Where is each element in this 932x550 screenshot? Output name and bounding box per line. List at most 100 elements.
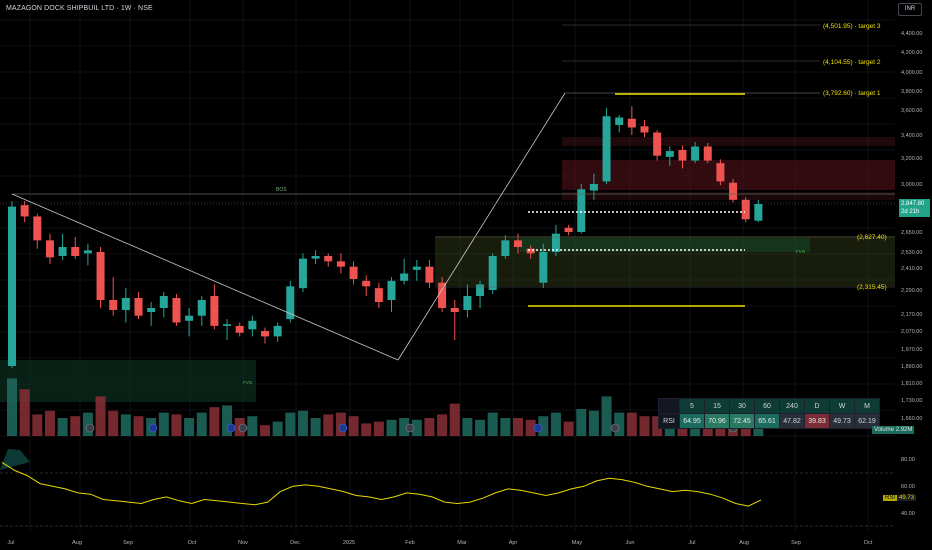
target1-label: (3,792.60) · target 1 bbox=[823, 90, 881, 97]
candle-body bbox=[665, 151, 674, 157]
volume-bar bbox=[753, 425, 764, 436]
candle-body bbox=[261, 331, 269, 337]
volume-bar bbox=[576, 409, 587, 436]
candle-body bbox=[121, 298, 130, 310]
volume-bar bbox=[184, 418, 195, 436]
volume-bar bbox=[272, 421, 283, 436]
volume-bar bbox=[399, 418, 410, 436]
time-tick: Jul bbox=[688, 540, 695, 546]
fvg-left-label: FVG bbox=[243, 380, 253, 385]
volume-bar bbox=[57, 418, 68, 436]
volume-bar bbox=[614, 412, 625, 436]
fvg-right-label: FVG bbox=[796, 249, 806, 254]
price-tick: 1,890.00 bbox=[901, 364, 922, 370]
candle-body bbox=[501, 240, 510, 256]
volume-bar bbox=[588, 410, 599, 436]
candle-body bbox=[463, 296, 472, 310]
tf-60: 60 bbox=[754, 398, 780, 414]
time-tick: Aug bbox=[739, 540, 749, 546]
time-tick: Sep bbox=[123, 540, 133, 546]
tf-240: 240 bbox=[779, 398, 805, 414]
candle-body bbox=[589, 184, 598, 191]
price-tick: 4,000.00 bbox=[901, 70, 922, 76]
time-tick: Feb bbox=[405, 540, 414, 546]
volume-bar bbox=[108, 410, 119, 436]
level-lower-label: (2,315.45) bbox=[857, 284, 887, 291]
rsi-tick: 40.00 bbox=[901, 511, 915, 517]
price-tick: 4,400.00 bbox=[901, 31, 922, 37]
candle-body bbox=[273, 325, 282, 337]
rsi-d: 39.83 bbox=[804, 413, 830, 429]
candle-body bbox=[223, 324, 232, 326]
volume-bar bbox=[411, 419, 422, 436]
price-tick: 2,070.00 bbox=[901, 329, 922, 335]
candle-body bbox=[438, 282, 447, 308]
candle-body bbox=[71, 247, 80, 256]
candle-body bbox=[324, 256, 333, 262]
rsi-w: 49.73 bbox=[829, 413, 855, 429]
currency-button[interactable]: INR bbox=[898, 3, 922, 16]
candle-body bbox=[703, 146, 712, 161]
candle-body bbox=[197, 300, 206, 316]
candle-body bbox=[159, 296, 168, 308]
earnings-marker bbox=[85, 423, 95, 433]
tf-5: 5 bbox=[679, 398, 705, 414]
candle-body bbox=[349, 266, 358, 279]
candle-body bbox=[374, 288, 383, 302]
volume-bar bbox=[538, 416, 549, 436]
time-tick: Mar bbox=[457, 540, 467, 546]
tf-d: D bbox=[804, 398, 830, 414]
candle-body bbox=[412, 266, 421, 270]
candle-body bbox=[691, 146, 700, 161]
tf-m: M bbox=[854, 398, 880, 414]
volume-bar bbox=[525, 419, 536, 436]
candle-body bbox=[298, 258, 307, 289]
volume-bar bbox=[601, 396, 612, 436]
volume-bar bbox=[437, 414, 448, 436]
candle-body bbox=[45, 240, 54, 258]
candle-body bbox=[58, 247, 67, 256]
rsi-value-tag: RSI 49.73 bbox=[883, 495, 917, 501]
candle-body bbox=[716, 163, 725, 182]
candle-body bbox=[362, 280, 371, 287]
candle-body bbox=[8, 206, 16, 366]
volume-bar bbox=[677, 423, 688, 436]
price-tick: 4,200.00 bbox=[901, 50, 922, 56]
dividend-marker bbox=[226, 423, 236, 433]
candle-body bbox=[33, 216, 42, 241]
candle-body bbox=[400, 273, 409, 281]
candle-body bbox=[741, 199, 750, 220]
volume-bar bbox=[285, 412, 296, 436]
volume-bar bbox=[626, 412, 637, 436]
zone bbox=[435, 236, 895, 286]
multi-timeframe-rsi-table: 5 15 30 60 240 D W M RSI 64.95 70.96 72.… bbox=[658, 398, 880, 429]
earnings-marker bbox=[405, 423, 415, 433]
candle-body bbox=[172, 298, 181, 323]
time-tick: Nov bbox=[238, 540, 248, 546]
candle-body bbox=[551, 233, 560, 252]
candle-body bbox=[134, 298, 143, 316]
time-tick: May bbox=[572, 540, 583, 546]
volume-bar bbox=[500, 418, 511, 436]
candle-body bbox=[602, 116, 611, 182]
volume-bar bbox=[348, 416, 359, 436]
trendline-down bbox=[11, 193, 399, 361]
candle-body bbox=[564, 227, 573, 232]
earnings-marker bbox=[610, 423, 620, 433]
price-tick: 1,730.00 bbox=[901, 398, 922, 404]
candle-body bbox=[311, 256, 320, 259]
candle-body bbox=[83, 250, 92, 254]
volume-bar bbox=[70, 416, 81, 436]
target2-label: (4,104.55) · target 2 bbox=[823, 59, 881, 66]
time-tick: Oct bbox=[188, 540, 197, 546]
rsi-tick: 80.00 bbox=[901, 457, 915, 463]
volume-bar bbox=[95, 396, 106, 436]
rsi-tick: 60.00 bbox=[901, 484, 915, 490]
price-tick: 1,970.00 bbox=[901, 347, 922, 353]
symbol-title[interactable]: MAZAGON DOCK SHIPBUIL LTD · 1W · NSE bbox=[6, 5, 153, 12]
candle-body bbox=[615, 117, 624, 125]
zone bbox=[520, 238, 810, 252]
price-tick: 1,660.00 bbox=[901, 416, 922, 422]
price-tick: 3,000.00 bbox=[901, 182, 922, 188]
